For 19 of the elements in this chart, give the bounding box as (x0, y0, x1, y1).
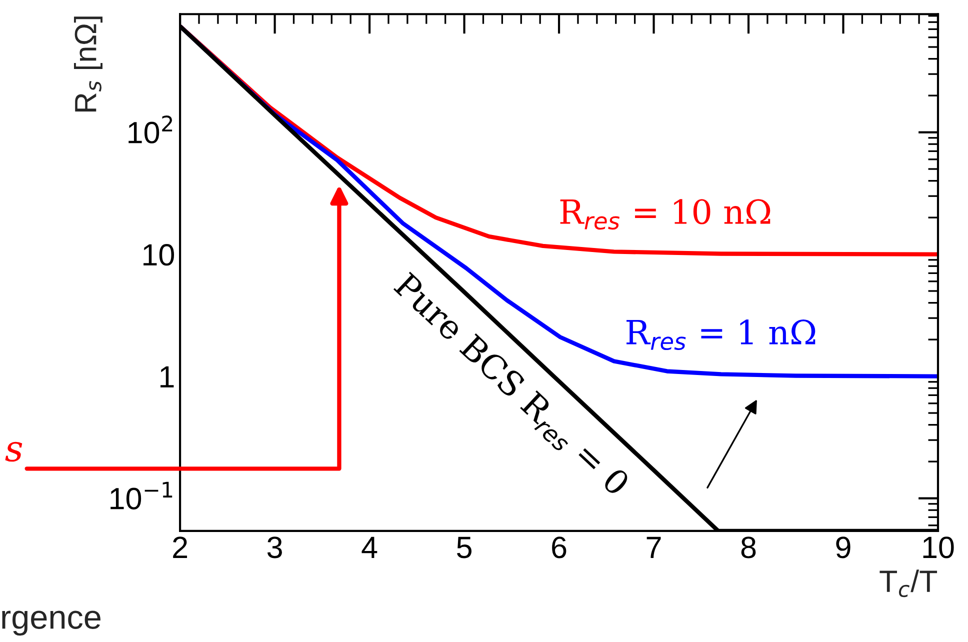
x-tick-label: 4 (362, 536, 378, 558)
x-tick-label: 9 (836, 536, 850, 558)
x-tick-label: 3 (267, 536, 282, 558)
text: rgence (2, 610, 100, 636)
x-tick-label: 7 (646, 536, 661, 558)
x-tick-label: 6 (552, 536, 566, 558)
y-axis-title: R$_{s}$ [nΩ] (74, 16, 102, 112)
y-tick-label: 10$^{−1}$ (110, 482, 172, 510)
y-tick-label: 10 (144, 244, 174, 266)
annotation: s (5, 442, 22, 462)
x-tick-label: 5 (457, 536, 472, 558)
y-tick-label: 10$^{2}$ (128, 116, 172, 144)
x-axis-title: T$_{c}$/T (880, 570, 938, 598)
y-tick-label: 1 (160, 366, 174, 388)
x-tick-label: 10 (923, 536, 954, 558)
x-tick-label: 2 (173, 536, 188, 558)
series-label: R$_{res}$ = 10 nΩ (560, 199, 770, 230)
series-label: R$_{res}$ = 1 nΩ (626, 320, 816, 350)
x-tick-label: 8 (741, 536, 756, 558)
